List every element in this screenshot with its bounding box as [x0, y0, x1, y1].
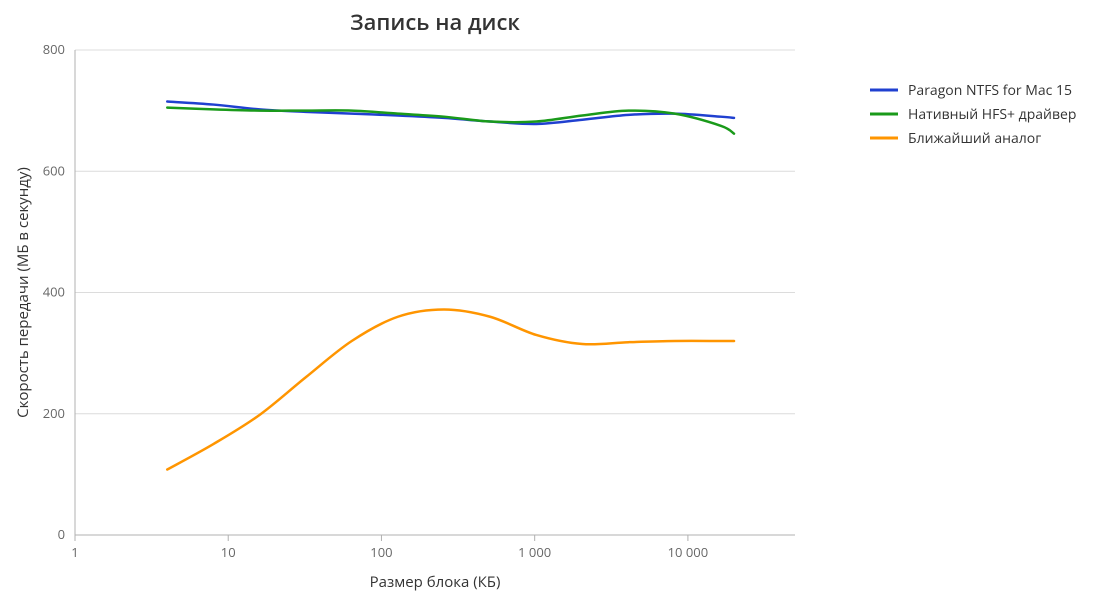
y-tick-label: 200: [43, 404, 65, 422]
x-tick-label: 100: [370, 543, 392, 561]
chart-container: Запись на диск 0 200 400 600 800 1 10 100 1 000 10…: [0, 0, 1110, 601]
x-tick-label: 10: [221, 543, 236, 561]
chart-title: Запись на диск: [350, 7, 520, 37]
legend-label-1: Нативный HFS+ драйвер: [908, 105, 1076, 124]
legend-label-2: Ближайший аналог: [908, 129, 1041, 148]
y-tick-label: 0: [58, 525, 65, 543]
x-axis-label: Размер блока (КБ): [370, 572, 501, 592]
y-tick-label: 800: [43, 40, 65, 58]
y-axis-label: Скорость передачи (МБ в секунду): [13, 167, 33, 418]
legend-label-0: Paragon NTFS for Mac 15: [908, 81, 1072, 100]
write-speed-line-chart: Запись на диск 0 200 400 600 800 1 10 100 1 000 10…: [0, 0, 1110, 601]
x-tick-label: 1 000: [518, 543, 551, 561]
x-tick-label: 10 000: [668, 543, 709, 561]
y-tick-label: 400: [43, 283, 65, 301]
x-tick-label: 1: [71, 543, 78, 561]
y-tick-label: 600: [43, 161, 65, 179]
